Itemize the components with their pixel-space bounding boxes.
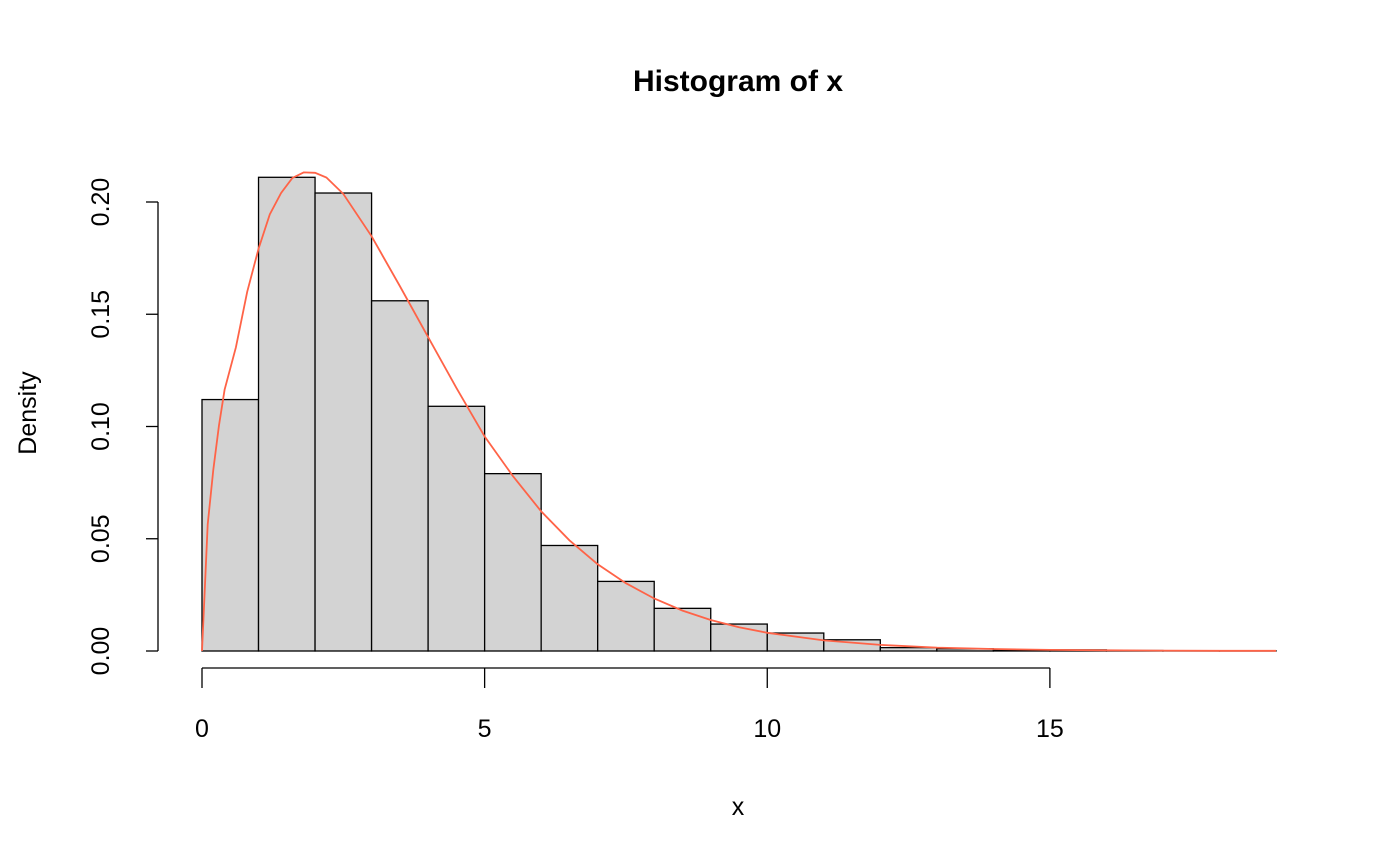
histogram-bar: [540, 544, 599, 652]
histogram-bar: [427, 405, 486, 652]
x-tick-label: 10: [753, 715, 781, 743]
y-tick-label: 0.20: [87, 178, 115, 227]
histogram-bar: [257, 176, 316, 652]
histogram-bar: [653, 607, 712, 652]
histogram-bar: [597, 580, 655, 652]
histogram-bar: [879, 646, 938, 652]
chart-title: Histogram of x: [633, 65, 843, 98]
histogram-bar: [314, 192, 373, 652]
histogram-bar: [370, 300, 429, 652]
histogram-bar: [483, 472, 542, 652]
y-tick-label: 0.00: [87, 627, 115, 676]
x-axis-title: x: [732, 793, 745, 821]
density-curve: [201, 171, 1276, 652]
bars-group: [201, 176, 1277, 652]
x-axis: 0 5 10 15: [195, 667, 1064, 743]
y-tick-label: 0.05: [87, 514, 115, 563]
y-tick-label: 0.15: [87, 290, 115, 339]
x-tick-label: 5: [478, 715, 492, 743]
y-tick-label: 0.10: [87, 402, 115, 451]
x-tick-label: 0: [195, 715, 209, 743]
y-axis: 0.00 0.05 0.10 0.15 0.20: [87, 178, 159, 676]
y-axis-title: Density: [14, 371, 42, 455]
histogram-bar: [201, 398, 260, 652]
histogram-bar: [710, 623, 768, 652]
x-tick-label: 15: [1036, 715, 1064, 743]
